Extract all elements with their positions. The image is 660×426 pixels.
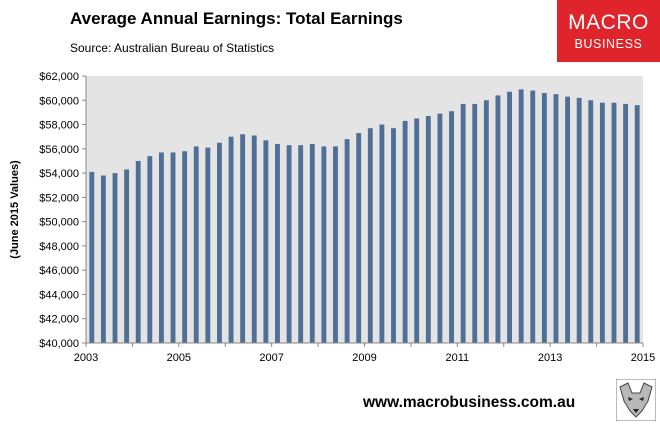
bar — [402, 120, 408, 344]
logo-line-1: MACRO — [568, 11, 649, 34]
bar — [275, 143, 280, 343]
chart-title: Average Annual Earnings: Total Earnings — [70, 9, 403, 28]
bar — [553, 94, 559, 343]
x-tick-label: 2007 — [259, 352, 283, 364]
bar — [576, 97, 582, 343]
x-tick-label: 2015 — [631, 352, 655, 364]
bar — [321, 146, 327, 343]
bar — [414, 118, 420, 343]
y-tick-label: $50,000 — [39, 217, 79, 229]
bar — [541, 92, 547, 344]
y-tick-label: $44,000 — [39, 289, 79, 301]
bar — [367, 128, 373, 343]
bar — [135, 160, 141, 343]
bar — [251, 135, 257, 343]
bar — [356, 133, 362, 343]
y-tick-label: $54,000 — [39, 168, 79, 180]
bar — [100, 175, 106, 343]
bar — [89, 171, 95, 343]
y-axis: $40,000 $42,000 $44,000 $46,000 $48,000 $50,0… — [39, 71, 87, 350]
y-tick-label: $58,000 — [39, 120, 79, 132]
bar — [228, 136, 234, 343]
bar — [193, 146, 199, 343]
website-url[interactable]: www.macrobusiness.com.au — [363, 394, 576, 411]
y-tick-label: $52,000 — [39, 192, 79, 204]
bar — [217, 142, 222, 343]
bar — [611, 102, 617, 343]
logo-line-2: BUSINESS — [574, 37, 643, 51]
bar — [205, 147, 211, 343]
y-tick-label: $40,000 — [39, 338, 79, 350]
x-tick-label: 2011 — [446, 352, 470, 364]
bar — [147, 156, 153, 343]
bar — [182, 151, 188, 343]
bar — [483, 100, 489, 344]
y-tick-label: $62,000 — [39, 71, 79, 83]
bar — [634, 105, 640, 343]
x-axis: 2003 2005 2007 2009 2011 2013 2015 — [74, 342, 655, 364]
chart-subtitle: Source: Australian Bureau of Statistics — [70, 41, 275, 55]
plot-area — [86, 76, 643, 343]
bar — [286, 145, 292, 343]
bar — [298, 145, 304, 343]
y-tick-label: $46,000 — [39, 265, 79, 277]
bar — [158, 152, 164, 343]
bar — [599, 102, 605, 343]
bar — [449, 111, 454, 343]
bar — [124, 169, 130, 343]
bar — [263, 140, 269, 343]
y-axis-label: (June 2015 Values) — [9, 160, 21, 259]
bar — [507, 91, 512, 343]
bar — [565, 96, 571, 343]
y-tick-label: $60,000 — [39, 95, 79, 107]
macrobusiness-logo[interactable]: MACRO BUSINESS — [557, 0, 660, 62]
bar — [460, 103, 466, 343]
x-tick-label: 2005 — [167, 352, 191, 364]
y-tick-label: $42,000 — [39, 314, 79, 326]
bar — [240, 134, 246, 343]
bar — [588, 100, 594, 344]
bar — [437, 113, 443, 344]
bar — [379, 124, 385, 343]
bar — [170, 152, 176, 343]
bar — [344, 139, 350, 343]
y-tick-label: $56,000 — [39, 144, 79, 156]
bar — [425, 116, 431, 343]
bar — [333, 146, 338, 343]
bar — [623, 103, 629, 343]
y-tick-label: $48,000 — [39, 241, 79, 253]
bar — [518, 89, 524, 343]
bar — [309, 143, 315, 343]
bar — [530, 90, 536, 343]
bar — [112, 173, 118, 343]
fox-logo-icon — [616, 379, 656, 421]
x-tick-label: 2009 — [352, 352, 376, 364]
bar — [495, 95, 501, 343]
x-tick-label: 2003 — [74, 352, 98, 364]
bar — [391, 128, 396, 343]
bars-group — [89, 89, 640, 344]
bar — [472, 103, 478, 343]
x-tick-label: 2013 — [538, 352, 562, 364]
